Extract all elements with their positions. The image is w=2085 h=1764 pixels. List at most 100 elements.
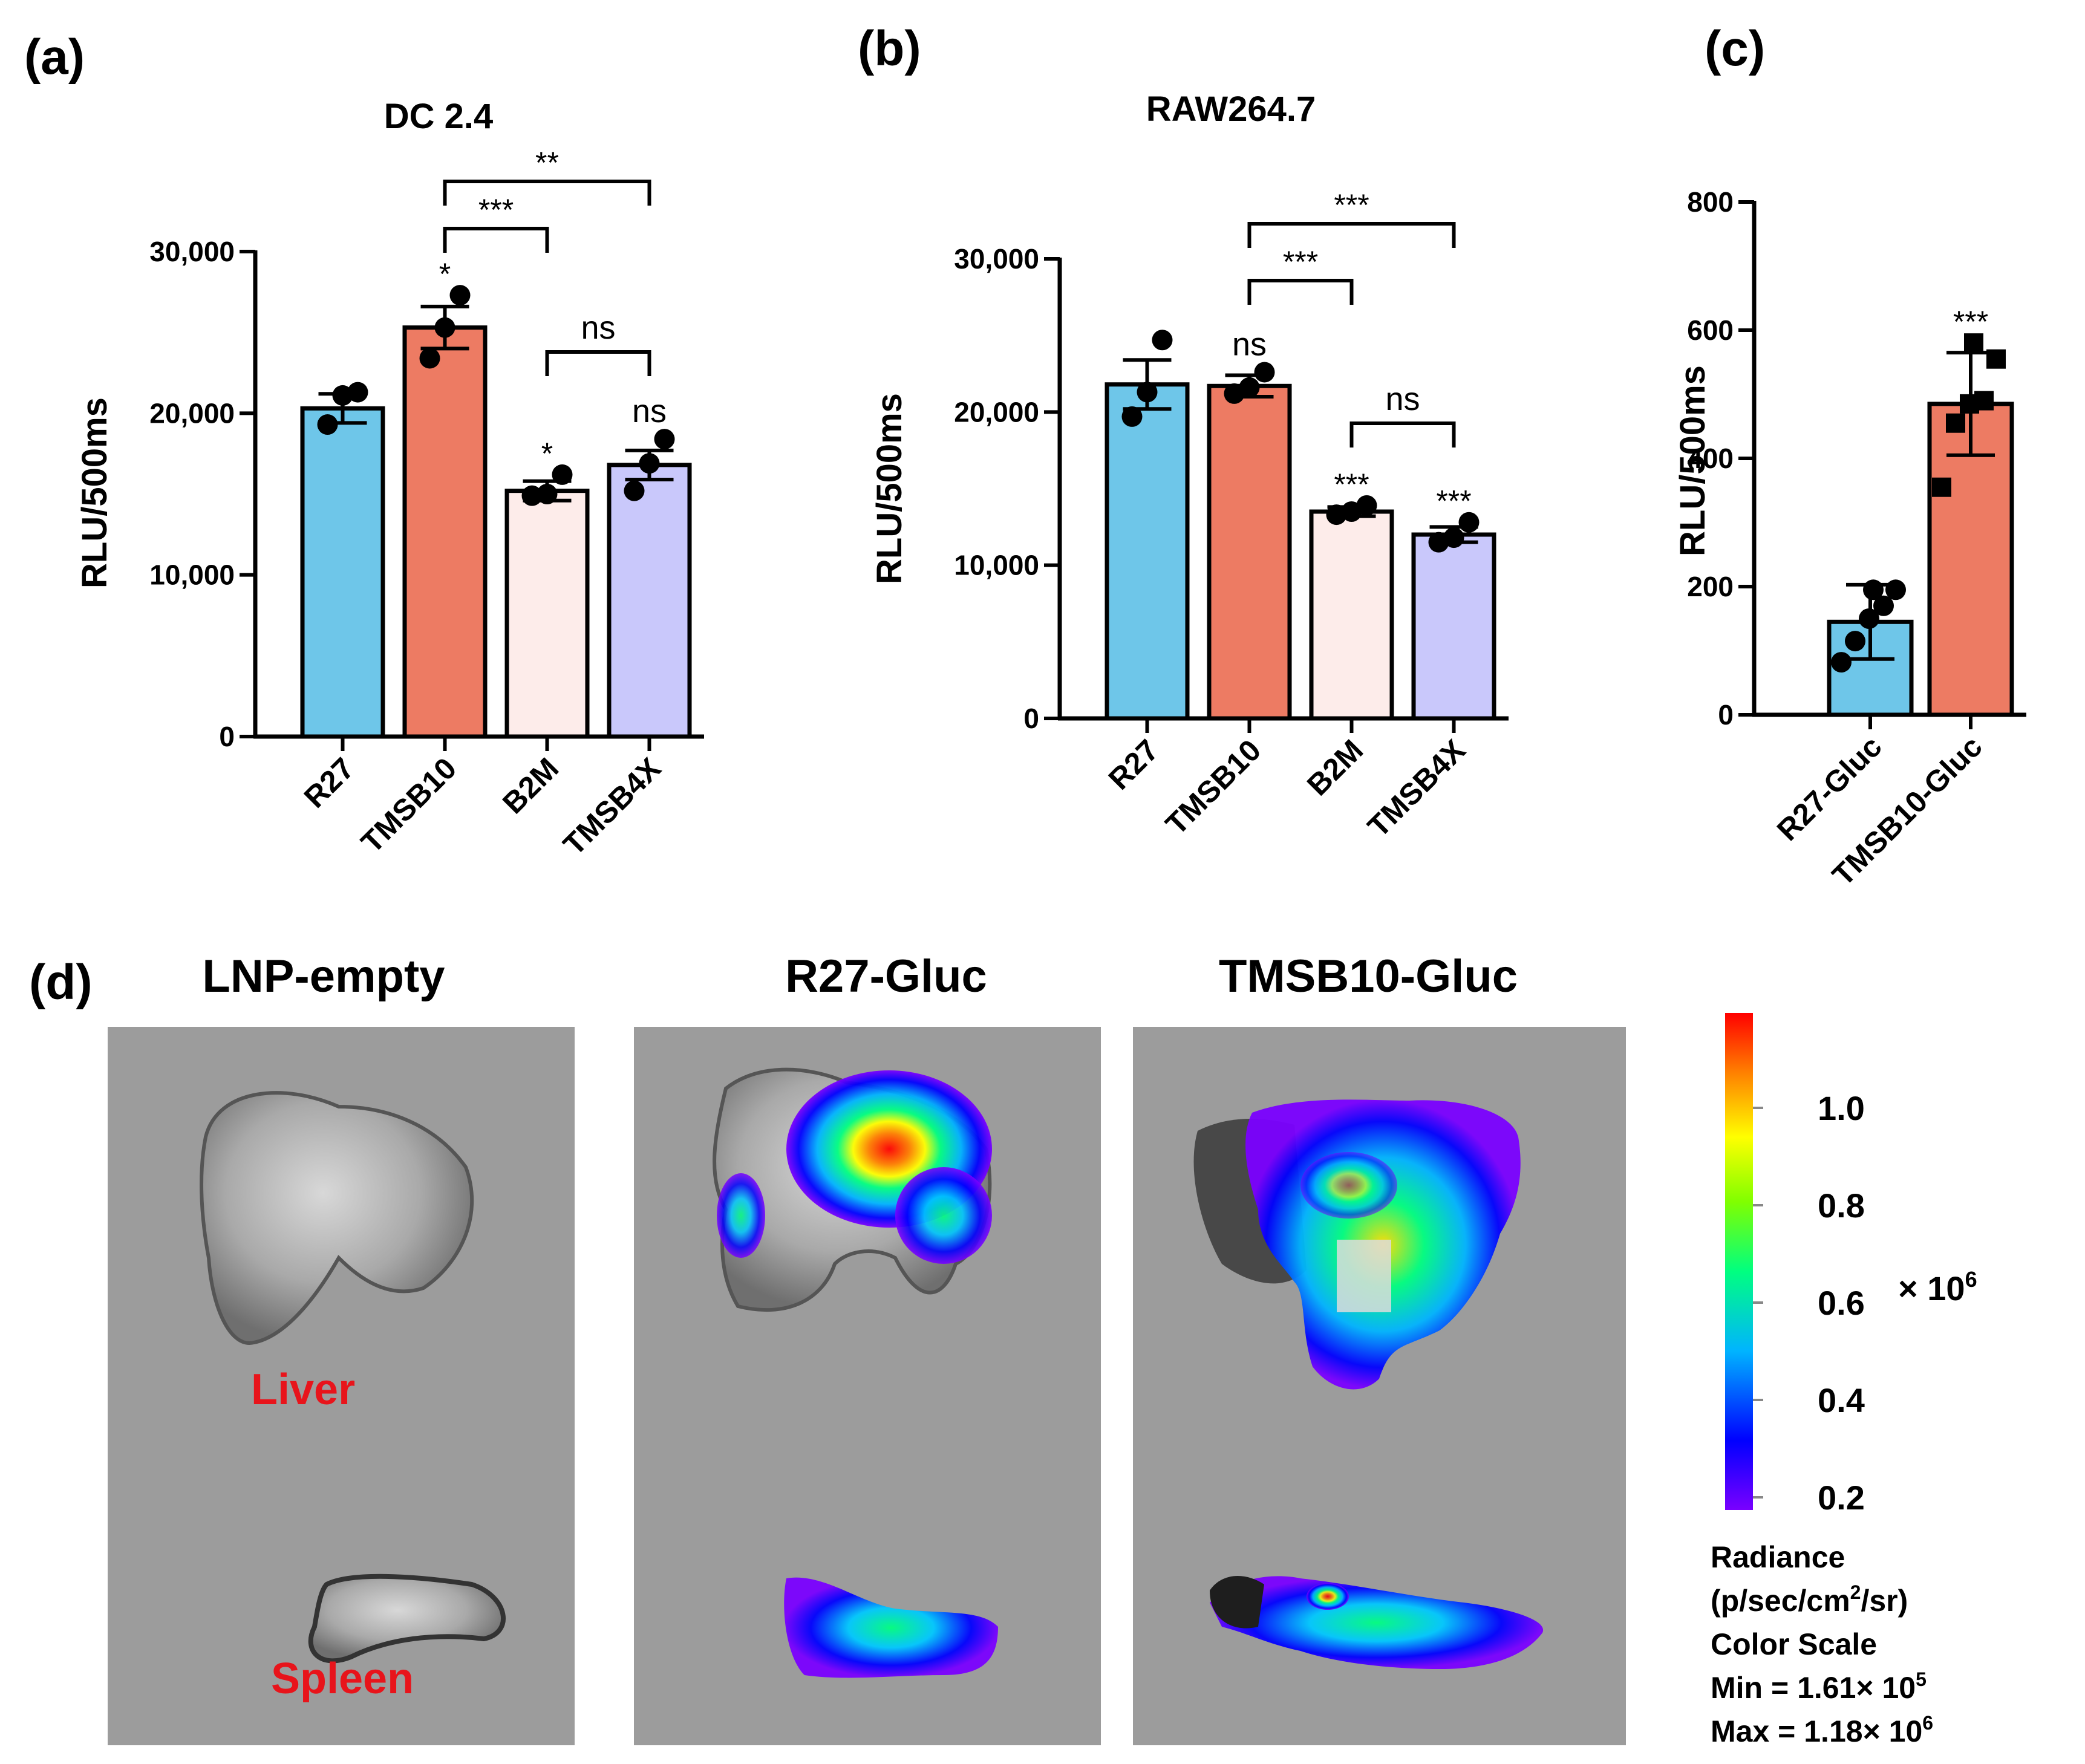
y-tick-label: 0: [1718, 699, 1734, 731]
significance-bracket-label: **: [535, 146, 559, 180]
data-point: [1986, 349, 2006, 369]
imaging-panel-lnp-empty: Liver Spleen: [108, 1027, 575, 1745]
category-label-b2m: B2M: [496, 751, 565, 820]
bar-r27: [1104, 382, 1190, 721]
data-point: [419, 348, 440, 369]
chart-title: RAW264.7: [1146, 90, 1316, 129]
chart-a: DC 2.4 0 10,000 20,000 30,000 RLU/500ms R27 * TM…: [75, 97, 704, 862]
data-point: [347, 382, 368, 403]
panel-letter-b: (b): [858, 21, 921, 76]
data-point: [1239, 377, 1260, 398]
signal-hotspot-liver: [895, 1167, 992, 1264]
significance-mark: ***: [1334, 467, 1369, 501]
data-point: [1873, 595, 1894, 616]
y-axis-label: RLU/500ms: [1673, 365, 1712, 556]
data-point: [537, 484, 558, 504]
category-label-tmsb4x: TMSB4X: [556, 751, 667, 862]
data-point: [1974, 391, 1994, 411]
chart-title: DC 2.4: [384, 97, 494, 136]
data-point: [654, 429, 675, 450]
color-bar-gradient: [1725, 1013, 1753, 1510]
data-point: [1356, 495, 1377, 516]
y-tick-label: 200: [1687, 571, 1734, 602]
note-units: (p/sec/cm2/sr): [1711, 1581, 1908, 1618]
y-axis-label: RLU/500ms: [870, 393, 909, 584]
significance-bracket-label: ns: [1385, 381, 1420, 417]
signal-spleen: [1210, 1576, 1544, 1669]
imaging-title-lnp-empty: LNP-empty: [202, 951, 445, 1002]
note-min: Min = 1.61× 105: [1711, 1668, 1927, 1705]
note-max: Max = 1.18× 106: [1711, 1712, 1933, 1748]
data-point: [449, 285, 471, 306]
category-label-tmsb10: TMSB10: [1159, 733, 1267, 841]
significance-bracket: [443, 180, 651, 206]
imaging-title-tmsb10-gluc: TMSB10-Gluc: [1219, 951, 1518, 1002]
color-bar-tick-0-2: 0.2: [1818, 1479, 1865, 1517]
color-bar-tick-0-4: 0.4: [1818, 1381, 1865, 1419]
liver-tissue-exposed: [1337, 1240, 1391, 1312]
bar-b2m: [1309, 509, 1394, 721]
category-label-r27: R27: [1102, 733, 1165, 796]
data-point: [521, 485, 543, 506]
y-tick-label: 600: [1687, 314, 1734, 346]
data-point: [1254, 362, 1275, 383]
liver-tissue: [200, 1091, 474, 1345]
significance-bracket: [545, 350, 651, 376]
data-point: [624, 480, 645, 501]
panel-letter-d: (d): [29, 955, 93, 1010]
y-tick-label: 30,000: [954, 243, 1039, 275]
y-tick-label: 20,000: [149, 397, 235, 429]
color-scale-bar: 1.0 0.8 0.6 0.4 0.2 × 106: [1725, 1013, 1977, 1517]
significance-bracket-label: ***: [1283, 245, 1318, 279]
y-tick-label: 0: [1023, 703, 1039, 734]
category-label-tmsb4x: TMSB4X: [1361, 733, 1472, 844]
significance-bracket: [1247, 222, 1456, 248]
bar-tmsb10: [402, 325, 488, 739]
spleen-tissue-edge: [1210, 1576, 1264, 1629]
data-point: [1964, 333, 1983, 353]
organ-label-spleen: Spleen: [271, 1655, 414, 1703]
bar-b2m: [504, 489, 590, 739]
bar-tmsb10: [1207, 383, 1292, 721]
significance-bracket: [443, 227, 549, 253]
y-tick-label: 10,000: [954, 550, 1039, 581]
data-point: [1946, 413, 1965, 433]
note-radiance: Radiance: [1711, 1540, 1845, 1574]
data-point: [1845, 631, 1865, 652]
y-axis-label: RLU/500ms: [75, 397, 114, 588]
significance-bracket-label: ***: [1334, 188, 1369, 222]
imaging-title-r27-gluc: R27-Gluc: [785, 951, 987, 1002]
y-tick-label: 800: [1687, 186, 1734, 218]
bar-tmsb4x: [1411, 532, 1496, 721]
data-point: [1859, 608, 1879, 629]
data-point: [1863, 579, 1884, 600]
color-bar-ticks: [1753, 1107, 1763, 1499]
y-tick-label: 20,000: [954, 396, 1039, 428]
significance-bracket-label: ***: [478, 193, 514, 227]
chart-b: RAW264.7 0 10,000 20,000 30,000 RLU/500ms R27 n…: [870, 90, 1509, 844]
color-bar-tick-1-0: 1.0: [1818, 1089, 1865, 1127]
bar-r27: [300, 406, 385, 739]
significance-bracket: [1247, 279, 1354, 305]
significance-mark: ***: [1436, 484, 1471, 518]
data-point: [1885, 579, 1906, 600]
color-bar-tick-0-6: 0.6: [1818, 1284, 1865, 1322]
color-bar-tick-0-8: 0.8: [1818, 1186, 1865, 1225]
panel-letter-c: (c): [1705, 21, 1765, 76]
signal-hotspot-spleen: [1307, 1583, 1349, 1610]
category-label-b2m: B2M: [1300, 733, 1369, 802]
y-tick-label: 10,000: [149, 559, 235, 591]
data-point: [1443, 527, 1464, 548]
data-point: [552, 464, 573, 485]
imaging-panel-tmsb10-gluc: [1133, 1027, 1626, 1745]
note-color-scale: Color Scale: [1711, 1627, 1877, 1661]
data-point: [639, 453, 660, 474]
imaging-panel-r27-gluc: [634, 1027, 1101, 1745]
data-point: [1137, 382, 1158, 403]
signal-spleen: [784, 1577, 998, 1678]
data-point: [1932, 477, 1951, 497]
category-label-tmsb10: TMSB10: [354, 751, 463, 859]
chart-c: 0200400600800RLU/500msR27-Gluc***TMSB10-…: [1673, 186, 2026, 893]
significance-bracket: [1349, 421, 1456, 448]
